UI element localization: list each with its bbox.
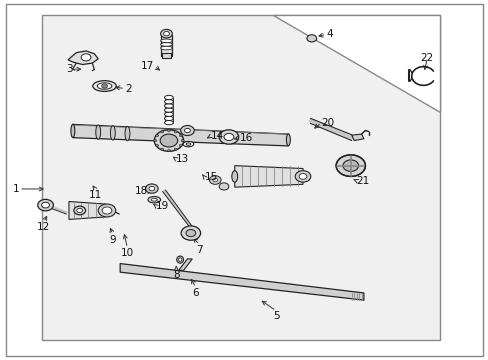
Text: 12: 12 <box>37 222 50 232</box>
Polygon shape <box>5 4 483 356</box>
Circle shape <box>295 171 310 182</box>
Ellipse shape <box>164 108 173 112</box>
Circle shape <box>212 178 217 182</box>
Circle shape <box>219 183 228 190</box>
Circle shape <box>179 134 182 136</box>
Ellipse shape <box>231 171 237 182</box>
Ellipse shape <box>183 141 193 147</box>
Text: 17: 17 <box>141 61 154 71</box>
Ellipse shape <box>178 258 182 261</box>
Circle shape <box>179 144 182 147</box>
Polygon shape <box>68 51 98 64</box>
Text: 20: 20 <box>321 118 334 128</box>
Circle shape <box>149 186 155 191</box>
Polygon shape <box>234 166 303 187</box>
Ellipse shape <box>176 256 183 263</box>
Polygon shape <box>272 15 439 112</box>
Text: 3: 3 <box>66 64 73 74</box>
Ellipse shape <box>160 39 172 42</box>
Text: 9: 9 <box>109 234 116 244</box>
Polygon shape <box>120 264 363 300</box>
Text: 19: 19 <box>156 201 169 211</box>
Circle shape <box>209 176 221 184</box>
Ellipse shape <box>93 81 116 91</box>
Text: 5: 5 <box>272 311 279 321</box>
Circle shape <box>155 134 158 136</box>
Text: 22: 22 <box>420 53 433 63</box>
Polygon shape <box>178 259 192 270</box>
Ellipse shape <box>164 116 173 121</box>
Circle shape <box>160 148 163 150</box>
Ellipse shape <box>160 46 172 50</box>
Circle shape <box>224 134 233 140</box>
Text: 18: 18 <box>134 186 148 197</box>
Ellipse shape <box>148 197 160 203</box>
Circle shape <box>154 139 157 141</box>
Text: 16: 16 <box>239 133 252 143</box>
Circle shape <box>163 32 169 36</box>
Circle shape <box>174 131 177 133</box>
Text: 13: 13 <box>176 154 189 164</box>
Ellipse shape <box>97 83 112 89</box>
Ellipse shape <box>151 198 157 201</box>
Bar <box>162 53 170 58</box>
Ellipse shape <box>160 42 172 46</box>
Ellipse shape <box>164 121 173 125</box>
Circle shape <box>74 206 85 215</box>
Polygon shape <box>351 134 363 140</box>
Circle shape <box>306 35 316 42</box>
Text: 15: 15 <box>204 172 217 182</box>
Circle shape <box>77 208 82 213</box>
Circle shape <box>174 148 177 150</box>
Circle shape <box>102 84 107 88</box>
Polygon shape <box>69 202 105 220</box>
Polygon shape <box>42 15 439 339</box>
Circle shape <box>181 226 200 240</box>
Circle shape <box>219 130 238 144</box>
Ellipse shape <box>125 126 130 141</box>
Circle shape <box>160 30 172 38</box>
Circle shape <box>38 199 53 211</box>
Circle shape <box>335 155 365 176</box>
Ellipse shape <box>96 125 101 139</box>
Ellipse shape <box>185 143 190 145</box>
Circle shape <box>185 229 195 237</box>
Ellipse shape <box>286 134 290 146</box>
Circle shape <box>102 207 112 214</box>
Text: 4: 4 <box>326 30 332 39</box>
Circle shape <box>81 54 91 61</box>
Text: 8: 8 <box>173 270 179 280</box>
Circle shape <box>145 184 158 193</box>
Ellipse shape <box>164 100 173 104</box>
Circle shape <box>160 134 177 147</box>
Text: 14: 14 <box>210 131 223 141</box>
Ellipse shape <box>164 95 173 100</box>
Text: 10: 10 <box>121 248 134 258</box>
Ellipse shape <box>164 104 173 108</box>
Circle shape <box>184 129 190 133</box>
Text: 21: 21 <box>356 176 369 186</box>
Text: 7: 7 <box>196 244 203 255</box>
Ellipse shape <box>71 124 75 138</box>
Circle shape <box>180 126 194 135</box>
Circle shape <box>154 130 183 151</box>
Ellipse shape <box>110 126 115 140</box>
Ellipse shape <box>164 112 173 116</box>
Text: 6: 6 <box>192 288 199 298</box>
Circle shape <box>160 131 163 133</box>
Text: 11: 11 <box>89 190 102 200</box>
Circle shape <box>98 204 116 217</box>
Circle shape <box>167 149 170 152</box>
Circle shape <box>41 202 49 208</box>
Text: 1: 1 <box>13 184 19 194</box>
Circle shape <box>299 174 306 179</box>
Circle shape <box>155 144 158 147</box>
Circle shape <box>181 139 183 141</box>
Circle shape <box>167 130 170 132</box>
Circle shape <box>342 160 358 171</box>
Bar <box>161 35 171 56</box>
Polygon shape <box>73 125 288 146</box>
Text: 2: 2 <box>125 84 131 94</box>
